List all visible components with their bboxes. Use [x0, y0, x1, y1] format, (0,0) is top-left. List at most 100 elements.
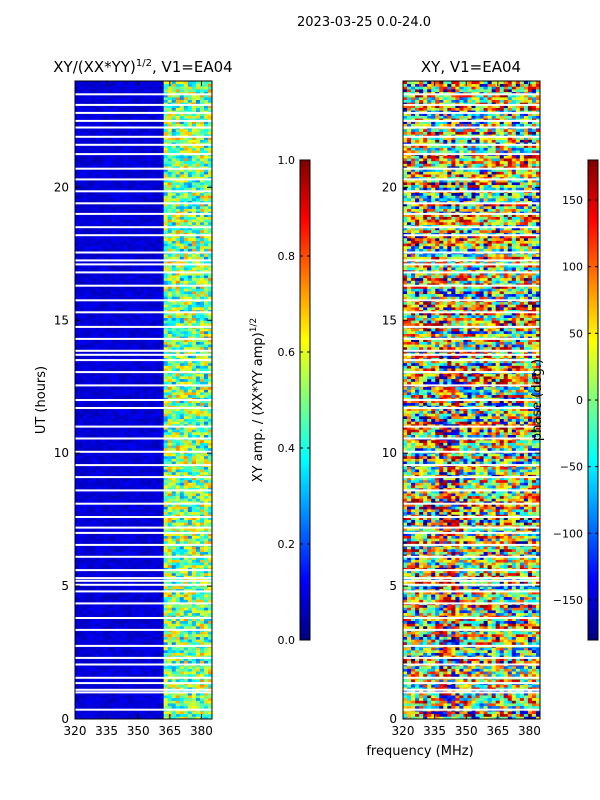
heatmap-cell [175, 336, 181, 340]
heatmap-cell [191, 535, 197, 539]
heatmap-cell [99, 692, 104, 696]
heatmap-cell [183, 612, 189, 616]
heatmap-cell [151, 689, 156, 693]
heatmap-cell [159, 389, 165, 393]
heatmap-cell [191, 506, 197, 510]
heatmap-cell [163, 705, 169, 709]
heatmap-cell [151, 493, 156, 497]
heatmap-cell [203, 482, 209, 486]
heatmap-cell [179, 617, 185, 622]
heatmap-cell [171, 506, 177, 510]
heatmap-cell [167, 695, 173, 699]
heatmap-cell [99, 455, 104, 459]
heatmap-cell [131, 633, 136, 637]
heatmap-cell [163, 330, 169, 334]
heatmap-cell [159, 703, 165, 707]
heatmap-cell [123, 554, 128, 558]
heatmap-cell [151, 453, 156, 457]
heatmap-cell [127, 522, 132, 526]
heatmap-cell [159, 591, 165, 595]
heatmap-cell [163, 376, 169, 380]
heatmap-cell [95, 493, 100, 497]
heatmap-cell [87, 695, 92, 699]
heatmap-cell [151, 516, 156, 521]
heatmap-cell [151, 617, 156, 622]
heatmap-cell [135, 570, 140, 574]
heatmap-cell [155, 482, 161, 486]
heatmap-cell [91, 506, 96, 510]
heatmap-cell [191, 567, 197, 571]
heatmap-cell [147, 519, 152, 523]
heatmap-cell [91, 580, 96, 584]
heatmap-cell [143, 540, 148, 544]
heatmap-cell [115, 471, 120, 475]
heatmap-cell [163, 586, 169, 590]
heatmap-cell [163, 551, 169, 555]
heatmap-cell [203, 551, 209, 555]
heatmap-cell [191, 360, 197, 364]
heatmap-cell [87, 405, 92, 409]
heatmap-cell [203, 362, 209, 366]
heatmap-cell [79, 458, 84, 462]
heatmap-cell [75, 647, 80, 651]
heatmap-cell [207, 684, 212, 688]
heatmap-cell [79, 594, 84, 598]
heatmap-cell [163, 368, 169, 372]
heatmap-cell [87, 639, 92, 643]
heatmap-cell [203, 591, 209, 595]
heatmap-cell [159, 400, 165, 404]
heatmap-cell [203, 373, 209, 377]
heatmap-cell [99, 447, 104, 451]
heatmap-cell [111, 596, 116, 600]
heatmap-cell [99, 431, 104, 435]
heatmap-cell [183, 389, 189, 393]
heatmap-cell [83, 495, 88, 499]
heatmap-cell [187, 338, 193, 342]
heatmap-cell [95, 647, 100, 651]
heatmap-cell [199, 434, 205, 438]
heatmap-cell [143, 373, 148, 377]
heatmap-cell [87, 514, 92, 518]
heatmap-cell [87, 705, 92, 709]
heatmap-cell [127, 655, 132, 659]
heatmap-cell [207, 442, 212, 446]
heatmap-cell [87, 400, 92, 404]
heatmap-cell [95, 596, 100, 600]
heatmap-cell [123, 495, 128, 499]
heatmap-cell [155, 679, 161, 683]
heatmap-cell [135, 400, 140, 404]
heatmap-cell [187, 447, 193, 451]
heatmap-cell [183, 649, 189, 653]
heatmap-cell [83, 503, 88, 507]
heatmap-cell [91, 431, 96, 435]
heatmap-cell [83, 700, 88, 704]
heatmap-cell [111, 439, 116, 443]
heatmap-cell [187, 426, 193, 430]
heatmap-cell [99, 652, 104, 656]
heatmap-cell [75, 402, 80, 406]
heatmap-cell [163, 378, 169, 382]
heatmap-cell [115, 344, 120, 348]
heatmap-cell [131, 535, 136, 539]
heatmap-cell [159, 357, 165, 361]
heatmap-cell [75, 527, 80, 531]
heatmap-cell [207, 556, 212, 560]
heatmap-cell [123, 617, 128, 622]
heatmap-cell [203, 700, 209, 704]
heatmap-cell [127, 431, 132, 435]
heatmap-cell [119, 431, 124, 435]
heatmap-cell [159, 695, 165, 699]
heatmap-cell [135, 508, 140, 513]
heatmap-cell [159, 540, 165, 544]
heatmap-cell [179, 479, 185, 483]
heatmap-cell [139, 711, 144, 715]
heatmap-cell [143, 493, 148, 497]
heatmap-cell [191, 352, 197, 356]
heatmap-cell [91, 458, 96, 462]
heatmap-cell [159, 503, 165, 507]
heatmap-cell [179, 671, 185, 675]
heatmap-cell [195, 394, 201, 398]
heatmap-cell [127, 713, 132, 717]
heatmap-cell [135, 341, 140, 345]
heatmap-cell [183, 655, 189, 659]
